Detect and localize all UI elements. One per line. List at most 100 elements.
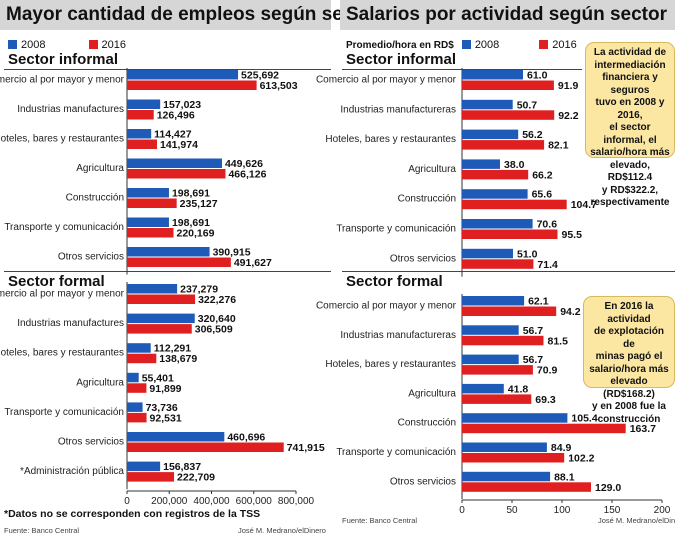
bar-2008: [462, 442, 547, 452]
value-label: 91,899: [149, 383, 181, 395]
callout-line: y en 2008 fue la: [592, 401, 666, 412]
employment-formal-rule: [4, 271, 331, 272]
value-label: 82.1: [548, 140, 569, 152]
bar-2008: [127, 343, 151, 353]
bar-2008: [127, 70, 239, 80]
employment-informal-title: Sector informal: [8, 51, 119, 68]
value-label: 84.9: [551, 442, 572, 454]
employment-panel: Mayor cantidad de empleos según sector 2…: [0, 0, 379, 537]
value-label: 222,709: [177, 472, 215, 484]
value-label: 62.1: [528, 296, 549, 308]
value-label: 81.5: [548, 335, 569, 347]
callout-line: En 2016 la actividad: [604, 301, 654, 325]
bar-2008: [462, 296, 525, 306]
bar-2016: [462, 453, 565, 463]
employment-legend: 2008 2016: [8, 39, 126, 51]
x-tick-label: 600,000: [236, 496, 273, 507]
bar-2008: [462, 471, 551, 482]
value-label: 104.7: [571, 199, 597, 211]
bar-2008: [127, 99, 161, 109]
value-label: 126,496: [157, 110, 195, 122]
value-label: 95.5: [562, 229, 583, 241]
bar-2008: [127, 402, 143, 412]
category-label: *Administración pública: [20, 466, 124, 477]
value-label: 92,531: [150, 412, 182, 424]
category-label: Agricultura: [408, 164, 456, 175]
x-tick-label: 200: [654, 505, 671, 516]
bar-2016: [127, 412, 147, 423]
category-label: Agricultura: [76, 163, 124, 174]
value-label: 220,169: [177, 228, 215, 240]
category-label: Agricultura: [408, 388, 456, 399]
callout-line: salario/hora más: [590, 147, 670, 158]
bar-2016: [127, 110, 154, 120]
value-label: 163.7: [630, 423, 656, 435]
employment-informal-rule: [4, 69, 331, 70]
x-tick-label: 0: [459, 505, 465, 516]
callout-line: minas pagó el: [595, 351, 663, 362]
bar-2008: [462, 325, 519, 335]
bar-2016: [127, 472, 175, 482]
legend-label-2016: 2016: [552, 39, 577, 51]
category-label: Comercio al por mayor y menor: [0, 289, 125, 300]
bar-2016: [462, 199, 567, 210]
category-label: Comercio al por mayor y menor: [316, 301, 457, 312]
category-label: Agricultura: [76, 377, 124, 388]
bar-2008: [462, 354, 519, 365]
category-label: Otros servicios: [390, 476, 456, 487]
callout-line: construcción: [597, 413, 661, 425]
category-label: Industrias manufactureras: [340, 330, 456, 341]
legend-swatch-2016: [88, 40, 98, 49]
value-label: 56.7: [523, 354, 544, 366]
bar-2008: [127, 129, 152, 139]
bar-2016: [462, 306, 557, 316]
category-label: Transporte y comunicación: [336, 447, 456, 458]
value-label: 114,427: [154, 129, 192, 141]
value-label: 129.0: [595, 482, 621, 494]
value-label: 741,915: [287, 442, 325, 454]
value-label: 237,279: [180, 284, 218, 296]
bar-2016: [127, 139, 157, 149]
bar-2008: [127, 158, 222, 168]
value-label: 50.7: [517, 99, 538, 111]
callout-line: intermediación: [594, 59, 666, 71]
bar-2008: [127, 247, 210, 257]
value-label: 69.3: [535, 394, 556, 406]
value-label: 525,692: [241, 70, 279, 82]
informal-callout: La actividad de intermediación financier…: [585, 42, 675, 208]
callout-line: elevado, RD$112.4: [607, 159, 653, 184]
category-label: Hoteles, bares y restaurantes: [325, 359, 456, 370]
bar-2016: [127, 353, 157, 364]
category-label: Otros servicios: [58, 437, 124, 448]
bar-2016: [462, 259, 534, 269]
x-tick-label: 150: [604, 505, 621, 516]
value-label: 65.6: [532, 189, 553, 201]
bar-2016: [462, 394, 532, 404]
employment-footnote: *Datos no se corresponden con registros …: [4, 508, 261, 520]
bar-2016: [462, 335, 544, 346]
legend-swatch-2008: [8, 40, 17, 49]
bar-2016: [127, 228, 174, 238]
value-label: 138,679: [159, 353, 197, 365]
bar-2008: [127, 284, 178, 294]
value-label: 38.0: [504, 159, 525, 171]
category-label: Transporte y comunicación: [4, 407, 124, 418]
category-label: Hoteles, bares y restaurantes: [325, 134, 456, 145]
salary-panel: Salarios por actividad según sector Prom…: [340, 0, 675, 537]
value-label: 466,126: [228, 169, 266, 181]
bar-2016: [462, 482, 591, 492]
bar-2016: [462, 80, 554, 90]
bar-2016: [462, 229, 558, 239]
value-label: 460,696: [227, 432, 265, 444]
callout-line: elevado (RD$168.2): [603, 376, 655, 400]
bar-2008: [462, 99, 513, 110]
value-label: 235,127: [180, 198, 218, 210]
x-tick-label: 100: [554, 505, 571, 516]
bar-2016: [462, 169, 529, 180]
value-label: 112,291: [154, 343, 192, 355]
value-label: 66.2: [532, 169, 553, 181]
legend-swatch-2016: [539, 40, 549, 49]
value-label: 70.6: [537, 219, 558, 231]
bar-2008: [127, 313, 195, 324]
